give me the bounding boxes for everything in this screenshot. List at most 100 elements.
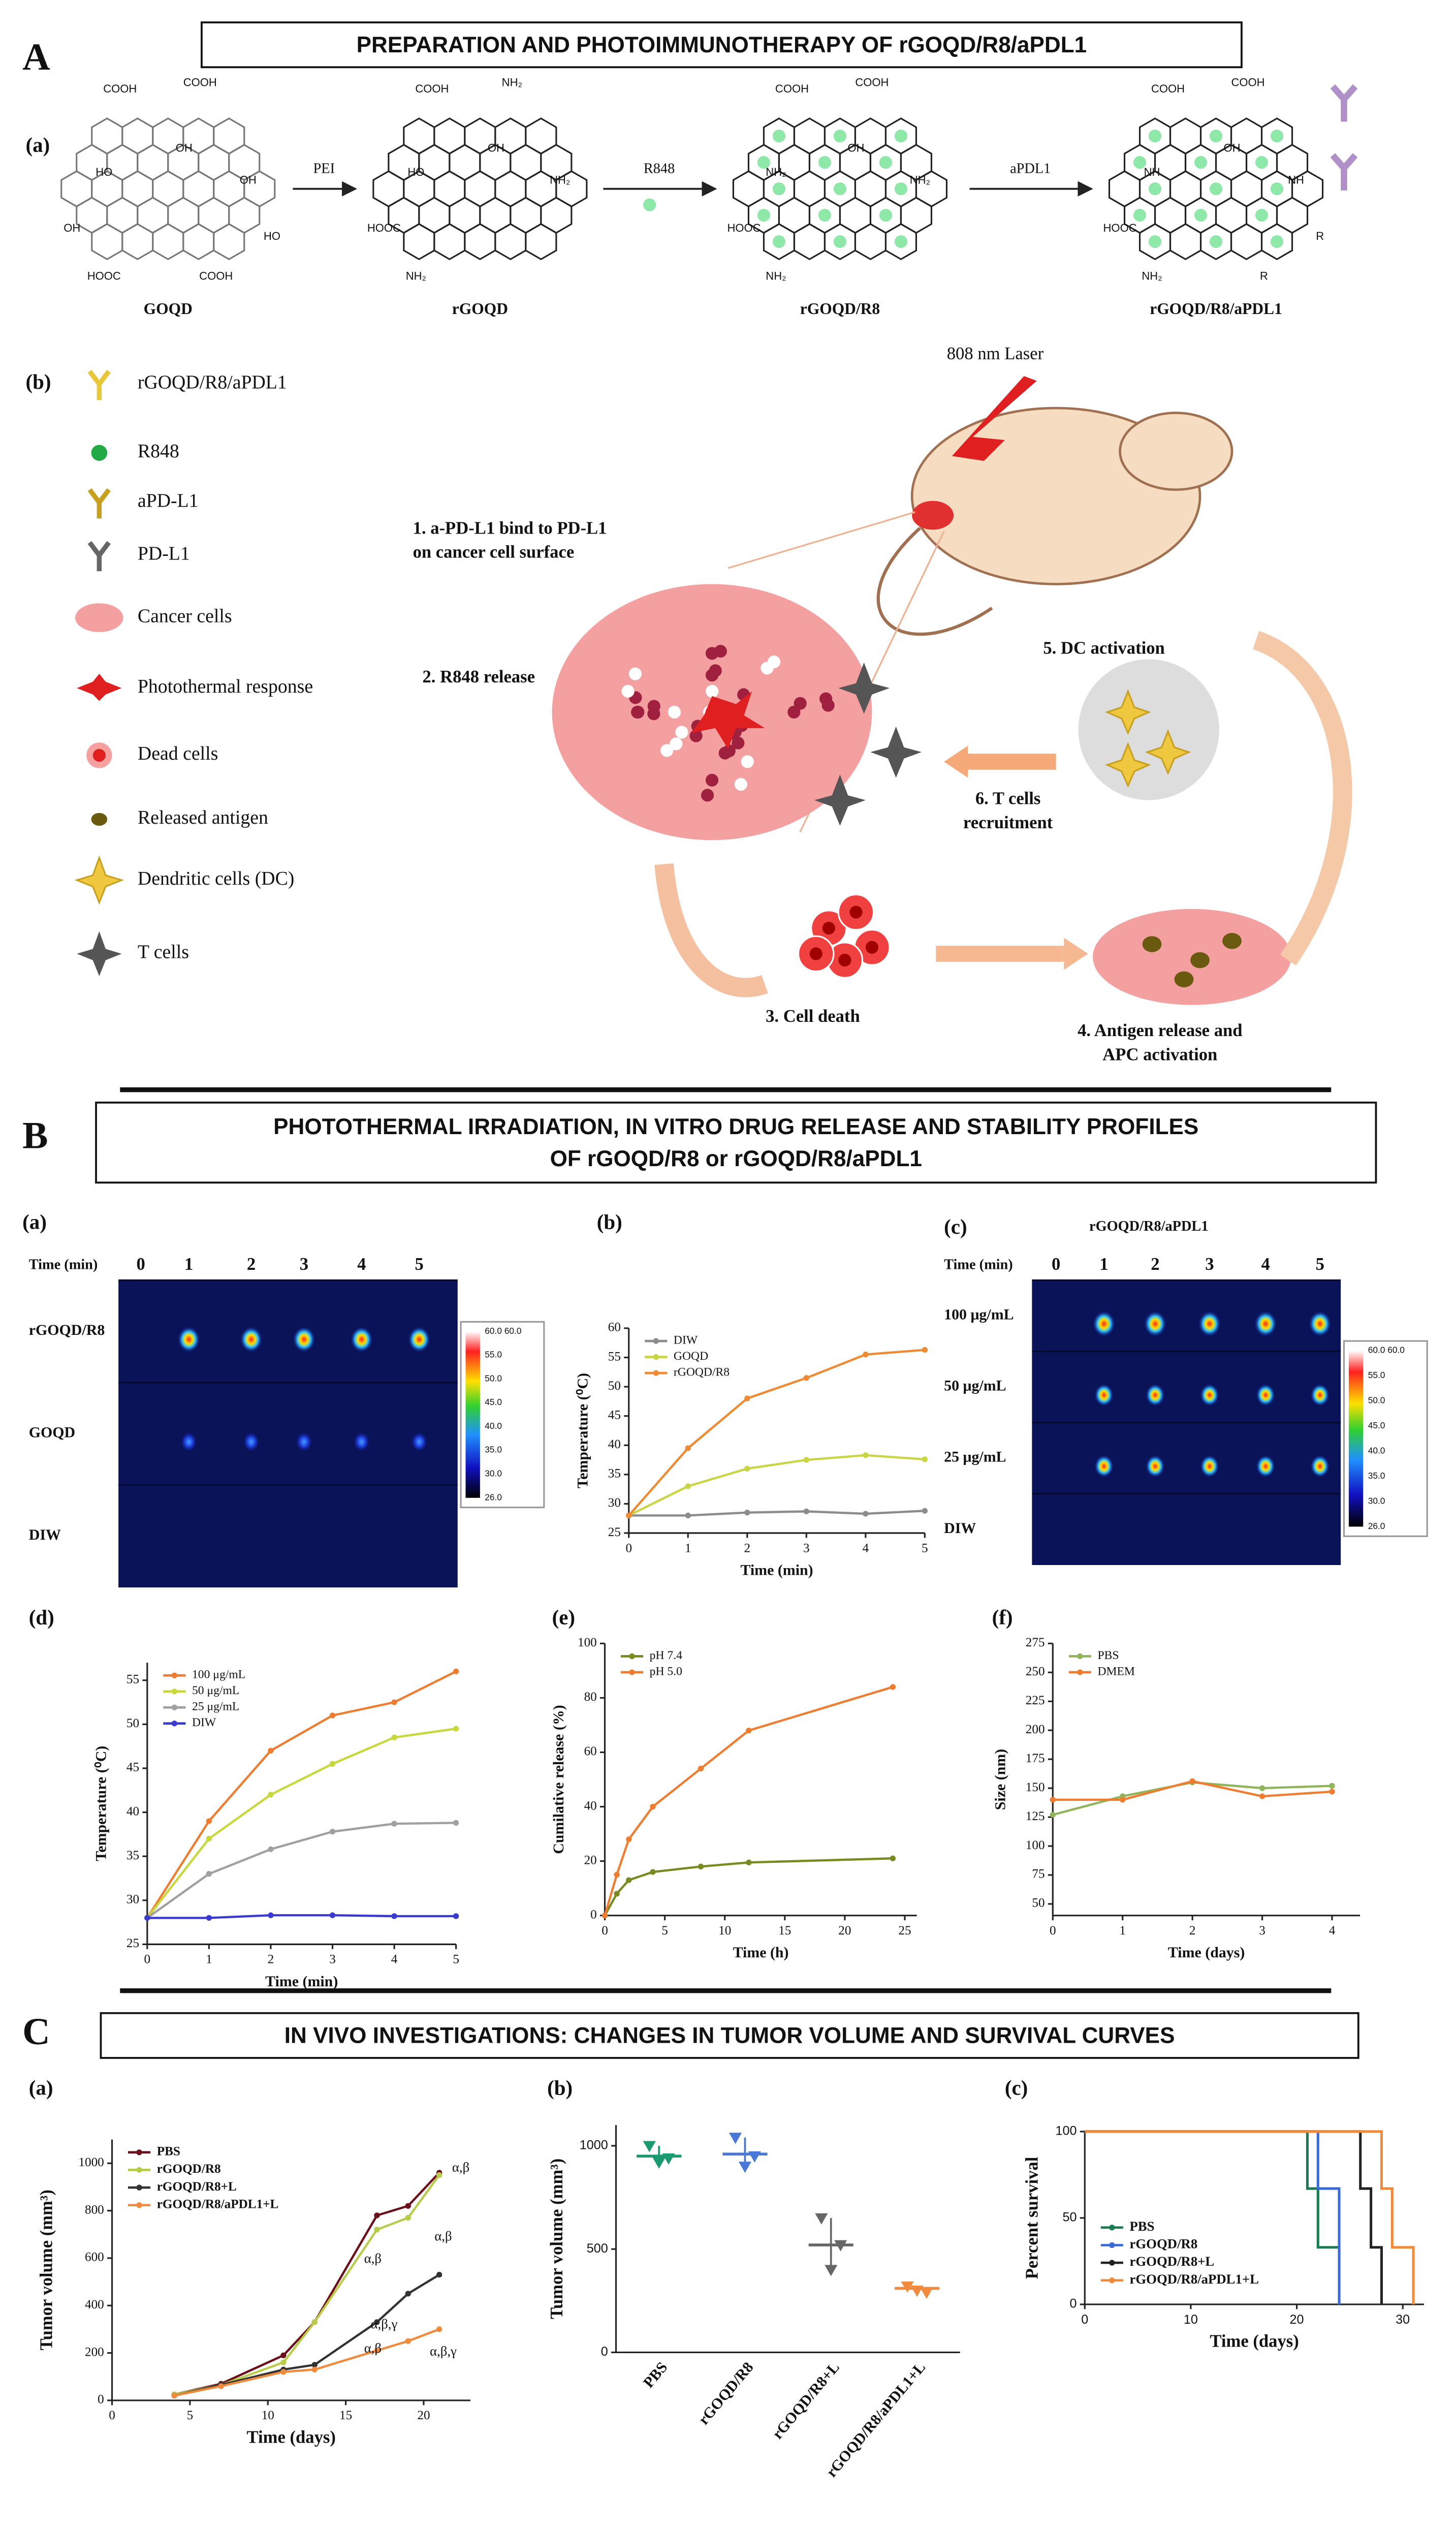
- r848-dot: [1194, 156, 1208, 169]
- hot-spot: [293, 1326, 315, 1353]
- y-tick-label: 60: [584, 1744, 597, 1758]
- r848-dot: [1148, 130, 1162, 143]
- data-point: [744, 1395, 750, 1401]
- legend-marker: [136, 2202, 142, 2208]
- data-point: [1329, 1783, 1335, 1789]
- data-point: [652, 2157, 666, 2169]
- y-tick-label: 45: [126, 1761, 139, 1774]
- y-tick-label: 175: [1026, 1752, 1045, 1765]
- structure-name: rGOQD/R8/aPDL1: [1150, 300, 1282, 318]
- r848-dot: [1209, 182, 1223, 196]
- t-cell: [838, 662, 890, 714]
- dc-cell: [1145, 729, 1191, 775]
- hexagon: [793, 223, 826, 261]
- data-point: [626, 1512, 632, 1519]
- tumor-site: [912, 501, 954, 530]
- data-point: [374, 2348, 380, 2354]
- chem-group: HO: [96, 166, 112, 178]
- series-line: [1052, 1781, 1333, 1816]
- row-label: DIW: [29, 1526, 61, 1543]
- series-line: [1085, 2130, 1415, 2304]
- data-point: [1120, 1797, 1126, 1803]
- colorbar-label: 40.0: [1368, 1446, 1385, 1456]
- legend-text: Dendritic cells (DC): [138, 868, 294, 889]
- hexagon: [91, 223, 123, 261]
- hexagon: [854, 223, 887, 261]
- r848-dot: [833, 182, 847, 196]
- series-line: [628, 1510, 925, 1517]
- legend-text: aPD-L1: [138, 490, 199, 512]
- x-tick-label: 15: [778, 1924, 791, 1938]
- y-tick-label: 55: [608, 1350, 621, 1363]
- structure-name: rGOQD/R8: [800, 300, 880, 318]
- y-axis-label: Temperature (⁰C): [92, 1746, 109, 1861]
- data-point: [834, 2240, 847, 2252]
- x-tick-label: 20: [1290, 2313, 1304, 2327]
- chem-group: NH₂: [1142, 270, 1162, 283]
- structure: [1108, 117, 1324, 261]
- x-tick-label: 5: [453, 1953, 459, 1966]
- x-axis-label: Time (days): [1168, 1944, 1245, 1961]
- data-point: [218, 2383, 224, 2389]
- legend-text: Cancer cells: [138, 605, 232, 627]
- legend-icon: [91, 813, 108, 826]
- structure-name: GOQD: [144, 300, 193, 318]
- data-point: [803, 1457, 809, 1463]
- legend-text: DIW: [192, 1716, 216, 1729]
- hexagon: [403, 223, 435, 261]
- legend-marker: [136, 2167, 142, 2173]
- data-point: [698, 1765, 704, 1772]
- process-arrow: [1252, 631, 1352, 966]
- hot-spot: [1145, 1455, 1165, 1478]
- data-point: [311, 2319, 318, 2325]
- data-point: [1050, 1811, 1056, 1818]
- time-tick: 5: [415, 1255, 424, 1274]
- hot-spot: [1200, 1455, 1219, 1478]
- x-tick-label: 2: [268, 1953, 274, 1966]
- tumor-cell: [647, 700, 660, 713]
- legend-marker: [653, 1338, 659, 1344]
- data-point: [280, 2369, 287, 2375]
- data-point: [436, 2326, 442, 2332]
- panel-title: PREPARATION AND PHOTOIMMUNOTHERAPY OF rG…: [357, 33, 1087, 57]
- title-box: [95, 1101, 1377, 1184]
- colorbar: [465, 1331, 480, 1498]
- colorbar-label: 60.0 60.0: [485, 1326, 521, 1336]
- x-tick-label: 5: [661, 1924, 668, 1938]
- legend-marker: [653, 1370, 659, 1376]
- x-tick-label: rGOQD/R8+L: [769, 2359, 843, 2442]
- x-tick-label: 5: [922, 1541, 928, 1555]
- data-point: [268, 1912, 274, 1918]
- colorbar-label: 35.0: [1368, 1471, 1385, 1481]
- y-tick-label: 0: [590, 1908, 597, 1921]
- y-tick-label: 25: [608, 1525, 621, 1539]
- y-tick-label: 800: [85, 2203, 104, 2216]
- x-tick-label: 4: [863, 1541, 869, 1555]
- row-label: 50 μg/mL: [944, 1377, 1006, 1394]
- data-point: [436, 2271, 442, 2278]
- r848-dot: [879, 208, 893, 222]
- hot-spot: [1309, 1311, 1332, 1337]
- x-tick-label: 25: [898, 1924, 911, 1938]
- legend-text: R848: [138, 441, 179, 462]
- legend-marker: [171, 1672, 178, 1678]
- sub-label: (a): [22, 1211, 47, 1234]
- y-tick-label: 35: [126, 1849, 139, 1862]
- y-tick-label: 100: [1056, 2123, 1077, 2138]
- data-point: [746, 1859, 752, 1865]
- x-tick-label: 0: [1050, 1924, 1056, 1938]
- data-point: [662, 2153, 675, 2165]
- chem-group: OH: [847, 142, 864, 154]
- panel-title: IN VIVO INVESTIGATIONS: CHANGES IN TUMOR…: [284, 2023, 1175, 2048]
- data-point: [453, 1668, 459, 1675]
- data-point: [206, 1818, 212, 1824]
- y-tick-label: 50: [608, 1379, 621, 1393]
- y-tick-label: 20: [584, 1853, 597, 1867]
- hexagon: [433, 223, 466, 261]
- dead-cell-core: [822, 921, 836, 935]
- legend-text: rGOQD/R8: [1129, 2236, 1197, 2252]
- chem-group: COOH: [183, 76, 217, 89]
- hot-spot: [1093, 1311, 1116, 1337]
- legend-icon: [77, 673, 122, 701]
